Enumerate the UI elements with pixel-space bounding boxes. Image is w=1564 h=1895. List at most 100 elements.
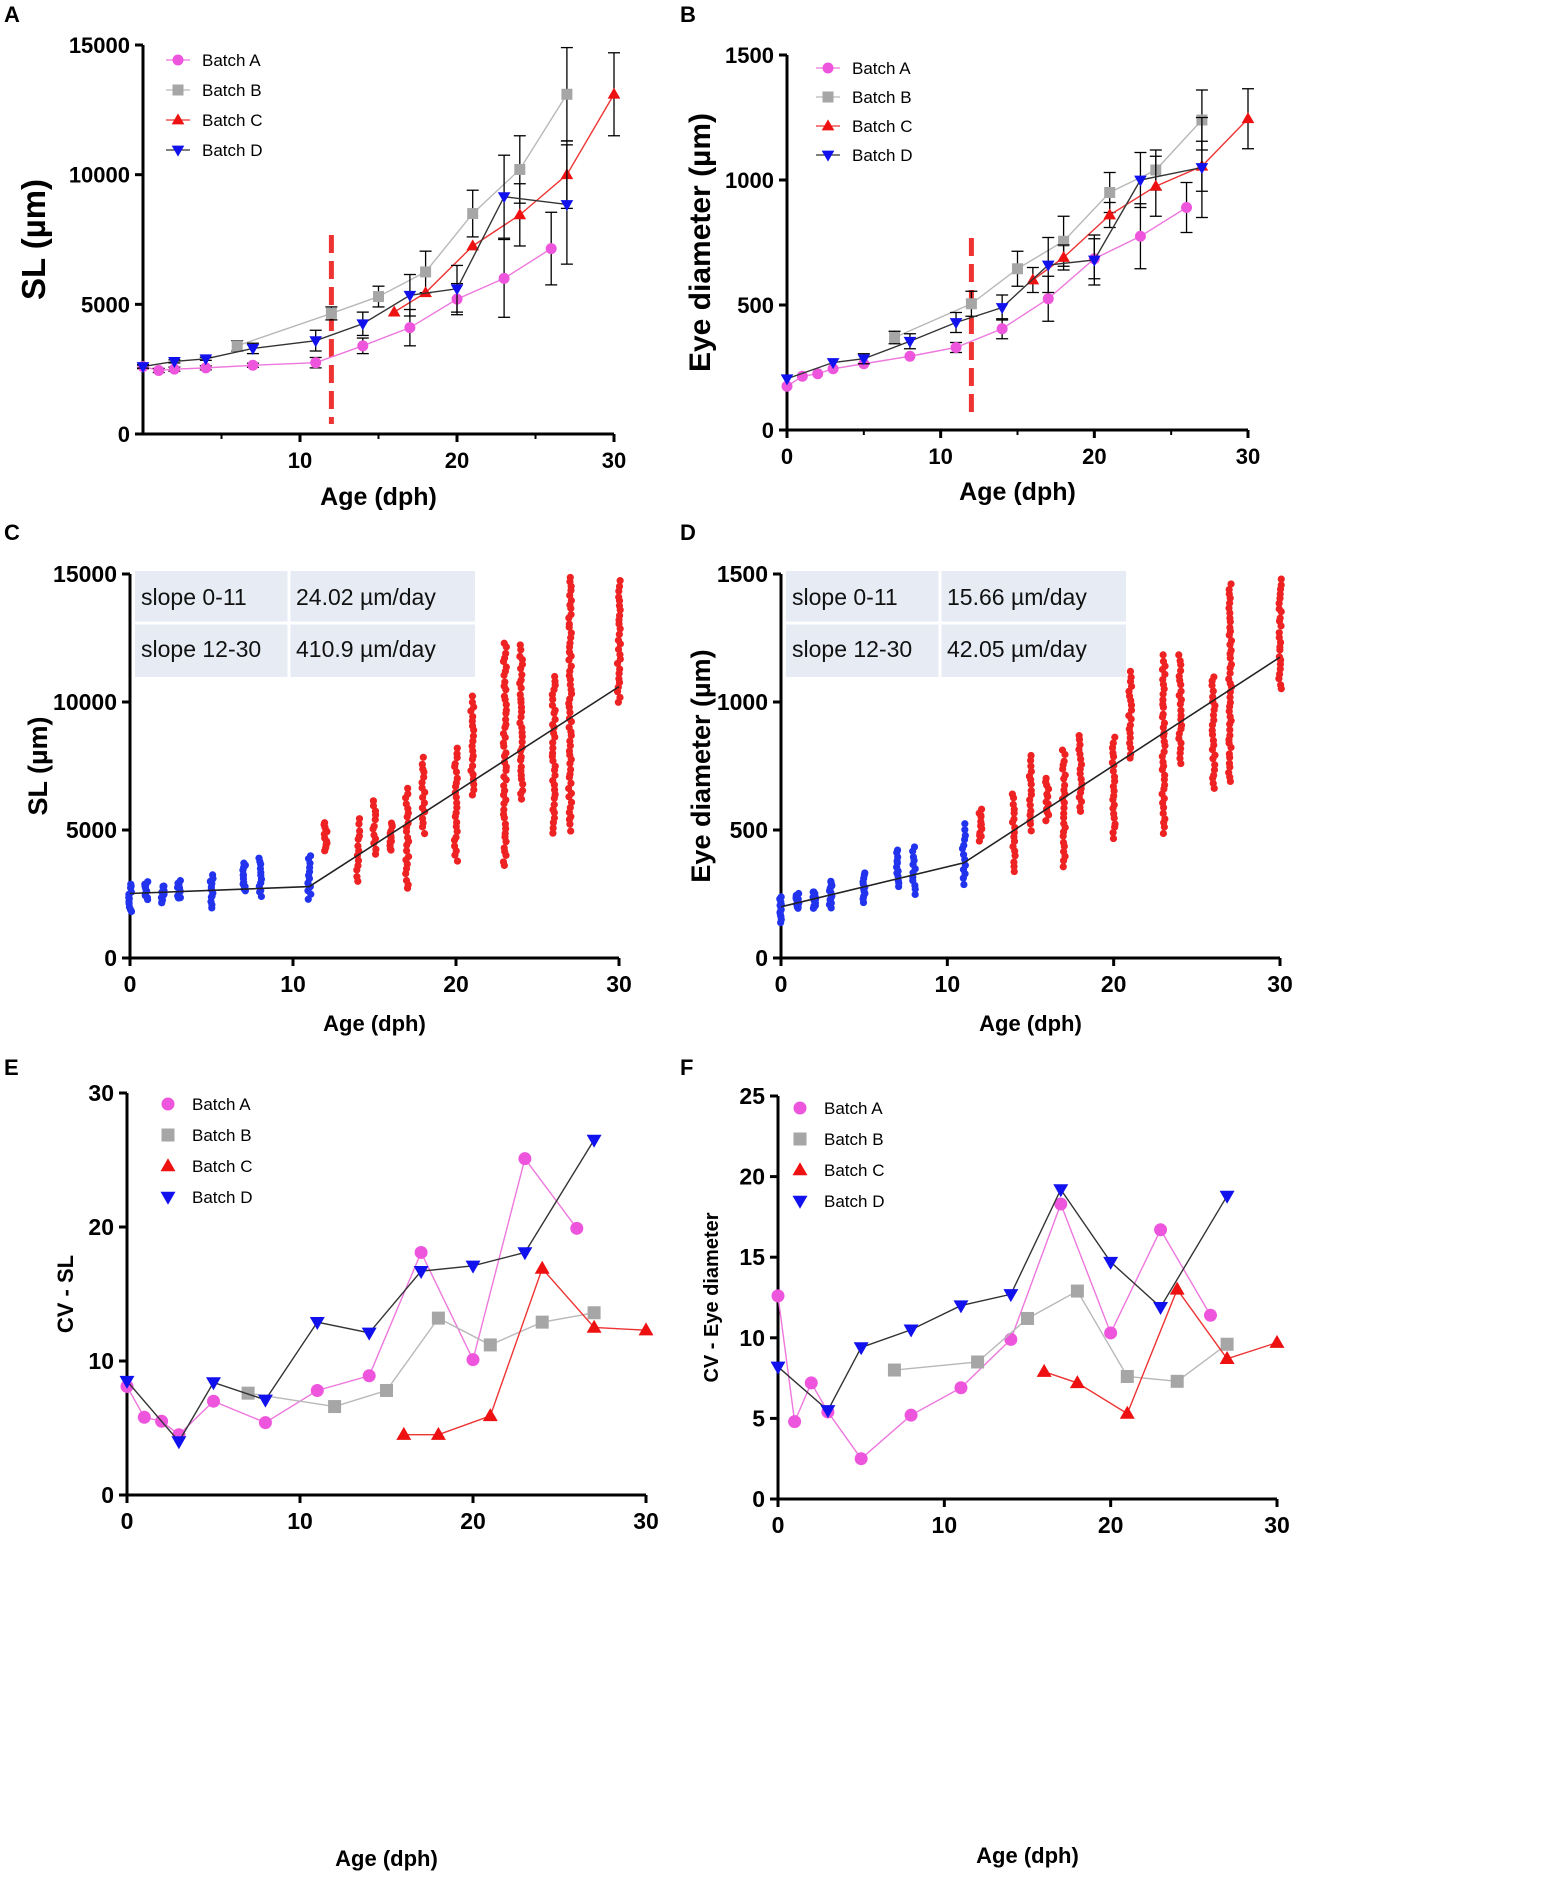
scatter-point: [1159, 710, 1167, 718]
legend-label: Batch D: [202, 141, 262, 160]
scatter-column: [141, 878, 152, 904]
data-point: [820, 1405, 836, 1419]
legend-item: Batch A: [793, 1099, 883, 1118]
data-point: [258, 1416, 272, 1430]
scatter-point: [418, 814, 427, 823]
panel-letter: B: [680, 2, 696, 27]
scatter-point: [551, 715, 559, 724]
scatter-column: [1125, 667, 1136, 762]
scatter-point: [1227, 580, 1235, 588]
series-batch-c: [396, 1260, 654, 1440]
legend-marker: [822, 62, 834, 74]
scatter-column: [548, 672, 559, 837]
series-batch-d: [780, 116, 1209, 386]
scatter-point: [160, 882, 168, 890]
scatter-point: [1111, 820, 1119, 828]
scatter-point: [809, 888, 817, 896]
scatter-point: [1177, 706, 1185, 714]
data-point: [638, 1322, 654, 1336]
scatter-point: [615, 582, 624, 591]
scatter-point: [1126, 667, 1135, 675]
data-point: [420, 266, 432, 278]
legend-label: Batch D: [192, 1188, 252, 1207]
scatter-point: [893, 846, 902, 854]
data-point: [560, 200, 574, 212]
scatter-point: [960, 841, 968, 849]
scatter-point: [176, 877, 184, 885]
y-tick-label: 0: [104, 945, 117, 971]
legend-label: Batch B: [824, 1130, 884, 1149]
data-point: [904, 350, 916, 362]
scatter-point: [1027, 787, 1035, 795]
scatter-point: [1060, 757, 1068, 765]
data-point: [497, 192, 511, 204]
scatter-point: [502, 749, 510, 757]
scatter-point: [1161, 781, 1169, 789]
table-cell: 15.66 µm/day: [947, 584, 1087, 610]
scatter-point: [1008, 790, 1016, 798]
scatter-point: [518, 743, 526, 752]
scatter-point: [209, 871, 217, 879]
scatter-point: [1176, 754, 1184, 762]
data-point: [206, 1377, 221, 1391]
scatter-column: [1075, 732, 1086, 815]
data-point: [1041, 260, 1055, 272]
data-point: [1069, 1375, 1085, 1389]
scatter-point: [1009, 800, 1017, 809]
scatter-point: [615, 630, 623, 638]
panel-letter: C: [4, 520, 20, 545]
x-tick-label: 10: [935, 971, 961, 997]
scatter-point: [1225, 675, 1233, 683]
data-point: [119, 1375, 135, 1389]
data-point: [257, 1394, 273, 1408]
scatter-point: [565, 648, 574, 656]
scatter-point: [961, 826, 969, 834]
x-axis-title: Age (dph): [959, 478, 1076, 506]
scatter-point: [1175, 651, 1183, 659]
scatter-point: [1226, 693, 1234, 701]
scatter-point: [127, 880, 135, 888]
x-tick-label: 30: [602, 448, 626, 473]
scatter-point: [516, 641, 524, 649]
data-point: [498, 272, 510, 284]
scatter-point: [977, 805, 986, 813]
data-point: [607, 87, 621, 99]
scatter-point: [1125, 712, 1133, 720]
legend-item: Batch D: [160, 1188, 252, 1207]
series-batch-b: [241, 1306, 601, 1414]
scatter-point: [369, 802, 378, 810]
legend-item: Batch C: [160, 1157, 252, 1176]
data-point: [168, 363, 180, 375]
scatter-point: [355, 815, 364, 823]
y-tick-label: 10000: [69, 163, 130, 188]
series-batch-d: [136, 144, 574, 374]
scatter-point: [1077, 775, 1085, 783]
scatter-point: [549, 824, 557, 832]
scatter-point: [1060, 820, 1068, 828]
scatter-point: [567, 779, 575, 787]
y-tick-label: 500: [737, 293, 774, 318]
scatter-point: [1226, 726, 1234, 734]
data-point: [403, 290, 417, 302]
data-point: [949, 318, 963, 330]
data-point: [1219, 1190, 1235, 1204]
x-tick-label: 0: [772, 1512, 785, 1538]
scatter-column: [1058, 746, 1069, 871]
scatter-point: [1277, 575, 1285, 583]
y-tick-label: 0: [101, 1482, 114, 1508]
scatter-point: [566, 737, 574, 745]
data-point: [200, 362, 212, 374]
scatter-point: [420, 830, 429, 838]
x-axis-title: Age (dph): [323, 1011, 426, 1036]
data-point: [450, 284, 464, 296]
data-point: [1241, 112, 1255, 124]
scatter-column: [776, 893, 785, 927]
scatter-point: [548, 749, 557, 757]
scatter-point: [1275, 629, 1283, 637]
scatter-point: [1225, 759, 1234, 767]
scatter-point: [566, 765, 575, 774]
scatter-point: [499, 730, 508, 738]
x-tick-label: 20: [460, 1508, 486, 1534]
scatter-point: [418, 778, 426, 787]
scatter-column: [353, 815, 364, 885]
